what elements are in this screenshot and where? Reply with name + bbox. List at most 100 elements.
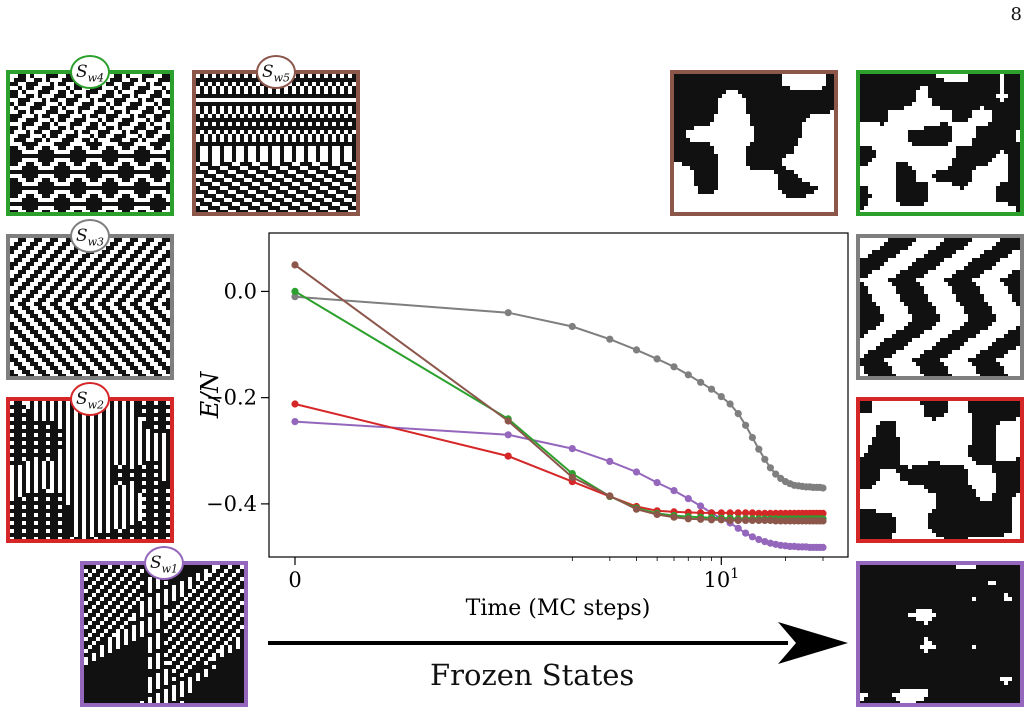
data-point-w5: [670, 513, 678, 521]
plot-frame: [268, 232, 849, 558]
frozen-states-label: Frozen States: [430, 658, 635, 692]
x-tick-label: 0: [288, 568, 301, 592]
frozen-state-panel-w5: [670, 70, 838, 216]
data-point-w2: [726, 509, 734, 517]
spin-lattice: [860, 74, 1020, 212]
y-axis-label: E/N: [200, 371, 224, 420]
initial-state-panel-w4: [6, 70, 174, 216]
data-point-w1: [291, 418, 299, 426]
data-point-w5: [748, 516, 757, 524]
spin-lattice: [860, 238, 1020, 376]
data-point-w1: [742, 529, 750, 537]
data-point-w5: [761, 516, 769, 524]
data-point-w5: [684, 515, 692, 523]
badge-sw4: Sw4: [70, 55, 110, 89]
x-axis-label: Time (MC steps): [466, 596, 651, 621]
data-point-w5: [707, 516, 716, 524]
data-point-w5: [504, 417, 512, 425]
data-point-w1: [748, 533, 757, 541]
data-point-w5: [755, 516, 763, 524]
frozen-state-panel-w4: [856, 70, 1024, 216]
badge-sw1: Sw1: [144, 546, 184, 580]
data-point-w1: [734, 524, 742, 532]
initial-state-panel-w3: [6, 234, 174, 380]
data-point-w3: [734, 410, 742, 418]
initial-state-panel-w5: [192, 70, 360, 216]
data-point-w2: [742, 509, 750, 517]
spin-lattice: [860, 401, 1020, 539]
data-point-w3: [504, 309, 512, 317]
data-point-w5: [717, 516, 725, 524]
data-point-w1: [819, 543, 827, 551]
data-point-w3: [819, 484, 827, 492]
data-point-w2: [819, 509, 827, 517]
data-point-w4: [291, 287, 299, 295]
energy-chart: 0.0 −0.2 −0.4 0 101 Time (MC steps) E/N: [200, 232, 849, 621]
data-point-w2: [755, 509, 763, 517]
data-point-w3: [568, 322, 576, 331]
data-point-w1: [684, 495, 692, 503]
spin-lattice: [10, 238, 170, 376]
series-line-w4: [294, 290, 823, 520]
badge-sw5: Sw5: [256, 55, 296, 89]
x-tick-label: 101: [703, 566, 739, 592]
data-point-w5: [653, 510, 661, 519]
data-point-w3: [670, 363, 678, 371]
y-tick-label: 0.0: [224, 279, 257, 303]
page-number: 8: [1010, 4, 1022, 25]
data-point-w2: [291, 400, 299, 408]
initial-state-panel-w1: [80, 561, 248, 707]
data-point-w3: [742, 421, 750, 429]
initial-state-panel-w2: [6, 397, 174, 543]
data-point-w1: [632, 468, 641, 476]
data-point-w2: [717, 509, 725, 517]
data-point-w5: [734, 516, 742, 524]
data-point-w2: [748, 509, 757, 517]
data-point-w5: [726, 516, 734, 524]
data-point-w3: [606, 335, 614, 343]
data-point-w1: [697, 502, 705, 510]
data-point-w1: [568, 445, 576, 453]
series-line-w3: [294, 295, 824, 489]
spin-lattice: [196, 74, 356, 212]
data-point-w3: [684, 371, 692, 379]
frozen-state-panel-w3: [856, 234, 1024, 380]
data-point-w5: [291, 261, 299, 269]
data-point-w1: [761, 538, 769, 546]
data-point-w3: [717, 393, 725, 401]
data-point-w3: [748, 433, 757, 442]
data-point-w3: [761, 455, 769, 463]
data-point-w1: [670, 487, 678, 495]
data-point-w2: [761, 509, 769, 517]
series-line-w1: [294, 420, 823, 549]
data-point-w1: [755, 535, 763, 544]
frozen-state-panel-w2: [856, 397, 1024, 543]
data-point-w3: [291, 293, 299, 301]
data-point-w3: [755, 445, 763, 453]
data-point-w2: [734, 509, 742, 517]
y-tick-label: −0.2: [206, 386, 257, 410]
data-point-w2: [772, 509, 780, 517]
spin-lattice: [10, 401, 170, 539]
data-point-w5: [568, 473, 576, 481]
frozen-state-panel-w1: [856, 561, 1024, 707]
badge-sw3: Sw3: [70, 219, 110, 253]
spin-lattice: [674, 74, 834, 212]
data-point-w3: [772, 470, 780, 478]
data-point-w5: [606, 492, 614, 500]
data-point-w5: [772, 517, 780, 525]
spin-lattice: [10, 74, 170, 212]
data-point-w1: [606, 457, 614, 465]
badge-sw2: Sw2: [70, 382, 110, 416]
data-point-w3: [766, 464, 775, 472]
data-point-w3: [653, 355, 661, 363]
data-point-w3: [697, 378, 705, 386]
time-arrow: [268, 622, 848, 664]
data-point-w1: [653, 479, 661, 487]
y-tick-label: −0.4: [206, 492, 257, 516]
spin-lattice: [860, 565, 1020, 703]
data-point-w3: [726, 400, 734, 408]
spin-lattice: [84, 565, 244, 703]
data-point-w2: [504, 452, 512, 460]
data-point-w1: [504, 431, 512, 439]
